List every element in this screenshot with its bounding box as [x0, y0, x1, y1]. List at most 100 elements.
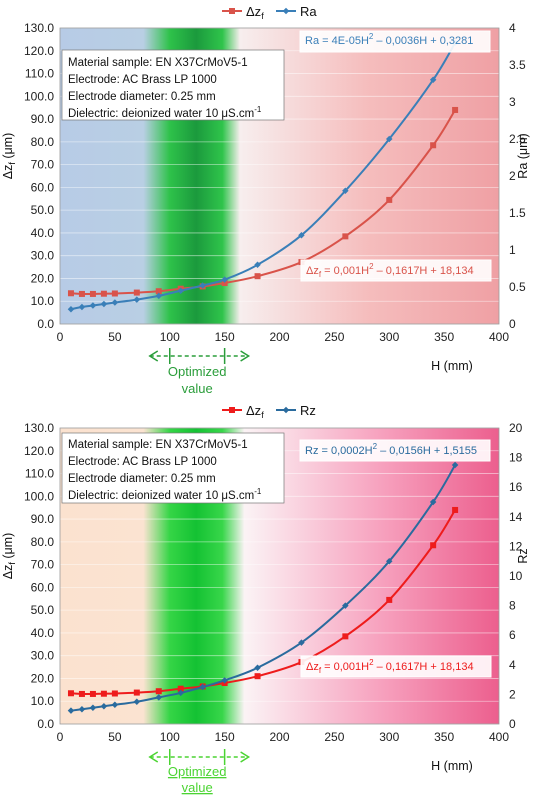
legend-marker-diamond: [282, 7, 290, 15]
info-line: Dielectric: deionized water 10 μS.cm-1: [68, 487, 262, 502]
info-text: Electrode diameter: 0.25 mm: [68, 473, 216, 485]
y-right-tick-label: 4: [509, 21, 516, 35]
y-left-tick-label: 80.0: [31, 135, 55, 149]
y-left-label-unit: (μm): [1, 133, 15, 162]
x-tick-label: 400: [489, 730, 509, 744]
y-right-tick-label: 18: [509, 451, 523, 465]
info-line: Dielectric: deionized water 10 μS.cm-1: [68, 105, 262, 120]
y-right-axis-label: Rz: [516, 548, 530, 563]
optimized-label: value: [182, 780, 213, 795]
data-point-square: [78, 690, 85, 697]
y-left-tick-label: 40.0: [31, 626, 55, 640]
info-superscript: -1: [254, 487, 262, 496]
x-tick-label: 350: [434, 330, 454, 344]
y-left-tick-label: 90.0: [31, 112, 55, 126]
data-point-diamond: [100, 702, 108, 710]
eq-superscript: 2: [369, 262, 374, 271]
data-point-diamond: [385, 557, 393, 565]
y-left-axis-label: Δzf (μm): [1, 133, 17, 180]
data-point-square: [133, 289, 140, 296]
eq-part: – 0,1617H + 18,134: [374, 265, 474, 277]
data-point-square: [342, 633, 349, 640]
data-point-square: [67, 290, 74, 297]
data-point-diamond: [133, 296, 141, 303]
legend-label-main: Δz: [246, 403, 261, 418]
legend-label-sub: f: [261, 11, 264, 21]
y-left-tick-label: 90.0: [31, 512, 55, 526]
info-text: Dielectric: deionized water 10 μS.cm: [68, 108, 254, 120]
data-point-diamond: [111, 701, 119, 709]
data-point-square: [155, 288, 162, 295]
data-point-square: [452, 106, 459, 113]
legend-label: Ra: [300, 4, 317, 19]
legend-marker-diamond: [282, 406, 290, 414]
y-left-label-sub: f: [7, 562, 17, 565]
x-tick-label: 400: [489, 330, 509, 344]
plot-frame: [59, 27, 500, 325]
data-point-diamond: [199, 282, 206, 289]
y-right-tick-label: 2: [509, 687, 516, 701]
eq-subscript: f: [319, 666, 322, 675]
data-point-diamond: [221, 276, 228, 283]
x-tick-label: 300: [379, 330, 399, 344]
eq-part: = 0,001H: [321, 661, 369, 673]
info-line: Material sample: EN X37CrMoV5-1: [68, 57, 248, 69]
data-point-diamond: [133, 698, 141, 706]
equation-box: [299, 30, 491, 53]
data-point-square: [133, 689, 140, 696]
eq-part: Δz: [306, 265, 319, 277]
y-left-label-unit: (μm): [1, 533, 15, 562]
y-left-tick-label: 20.0: [31, 671, 55, 685]
y-left-tick-label: 50.0: [31, 603, 55, 617]
y-left-tick-label: 70.0: [31, 158, 55, 172]
data-point-diamond: [342, 187, 349, 195]
x-tick-label: 100: [160, 730, 180, 744]
x-tick-label: 200: [269, 730, 289, 744]
eq-superscript: 2: [369, 658, 374, 667]
x-tick-label: 300: [379, 730, 399, 744]
data-point-square: [430, 542, 437, 549]
x-tick-label: 100: [160, 330, 180, 344]
info-text: Electrode: AC Brass LP 1000: [68, 74, 217, 86]
eq-part: Δz: [306, 661, 319, 673]
info-superscript: -1: [254, 105, 262, 114]
y-left-tick-label: 110.0: [25, 67, 54, 81]
info-text: Electrode diameter: 0.25 mm: [68, 91, 216, 103]
x-tick-label: 250: [324, 730, 344, 744]
y-left-tick-label: 30.0: [31, 649, 55, 663]
chart-2: 0.0 10.0 20.0 30.0 40.0 50.0 60.0 70.0 80.0 90.0 1…: [1, 403, 530, 795]
info-line: Material sample: EN X37CrMoV5-1: [68, 439, 248, 451]
y-right-tick-label: 8: [509, 599, 516, 613]
equation-box: [300, 655, 492, 678]
data-point-square: [78, 290, 85, 297]
y-left-tick-label: 60.0: [31, 180, 55, 194]
data-point-diamond: [177, 689, 184, 697]
trendline-equation: Δzf = 0,001H2 – 0,1617H + 18,134: [306, 658, 474, 675]
y-right-tick-label: 1.5: [509, 206, 526, 220]
info-text: Material sample: EN X37CrMoV5-1: [68, 57, 248, 69]
info-text: Material sample: EN X37CrMoV5-1: [68, 439, 248, 451]
optimized-label: Optimized: [168, 764, 227, 779]
trendline-equation: Ra = 4E-05H2 – 0,0036H + 0,3281: [305, 32, 473, 47]
x-tick-label: 50: [108, 330, 122, 344]
data-point-diamond: [78, 303, 86, 311]
y-left-tick-label: 110.0: [25, 467, 54, 481]
series-line-1: [70, 509, 456, 696]
y-right-tick-label: 0.5: [509, 280, 526, 294]
y-left-tick-label: 80.0: [31, 535, 55, 549]
y-left-tick-label: 70.0: [31, 558, 55, 572]
data-point-square: [452, 506, 459, 513]
y-right-tick-label: 2.5: [509, 132, 526, 146]
data-point-diamond: [451, 461, 459, 469]
y-left-tick-label: 40.0: [31, 226, 55, 240]
info-line: Electrode: AC Brass LP 1000: [68, 74, 217, 86]
data-point-diamond: [342, 602, 349, 609]
data-point-square: [155, 688, 162, 695]
legend-label-main: Δz: [246, 4, 261, 19]
eq-part: = 0,001H: [321, 265, 369, 277]
data-point-square: [386, 596, 393, 603]
y-left-tick-label: 100.0: [24, 89, 54, 103]
info-line: Electrode diameter: 0.25 mm: [68, 91, 216, 103]
equation-box: [300, 259, 492, 282]
